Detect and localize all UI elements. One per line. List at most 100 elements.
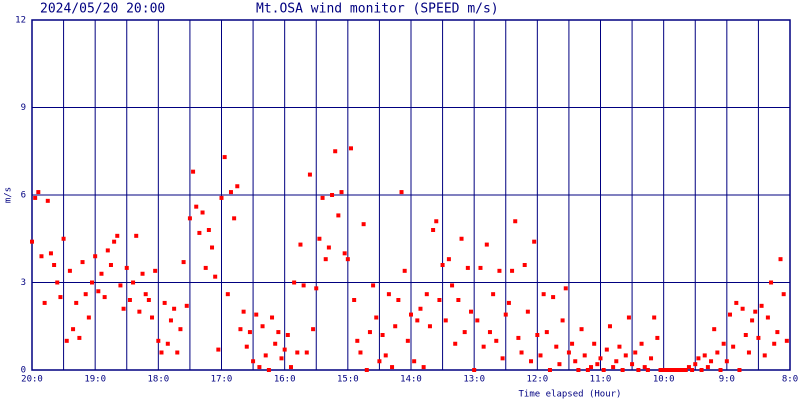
point xyxy=(712,327,717,332)
point xyxy=(737,368,742,372)
point xyxy=(77,335,82,340)
point xyxy=(781,292,786,297)
point xyxy=(611,365,616,370)
point xyxy=(705,365,710,370)
point xyxy=(481,344,486,349)
point xyxy=(677,368,682,372)
point xyxy=(683,368,688,372)
point xyxy=(418,306,423,311)
point xyxy=(472,368,477,372)
x-tick-label: 15:0 xyxy=(337,375,359,385)
point xyxy=(620,368,625,372)
plot-border xyxy=(31,19,791,371)
point xyxy=(153,268,158,273)
point xyxy=(86,315,91,320)
point xyxy=(664,368,669,372)
point xyxy=(469,309,474,314)
point xyxy=(282,347,287,352)
point xyxy=(494,338,499,343)
point xyxy=(80,260,85,265)
point xyxy=(753,309,758,314)
point xyxy=(187,216,192,221)
point xyxy=(566,350,571,355)
point xyxy=(361,222,366,227)
point xyxy=(105,248,110,253)
point xyxy=(131,280,136,285)
point xyxy=(71,327,76,332)
point xyxy=(573,359,578,364)
point xyxy=(168,318,173,323)
point xyxy=(690,368,695,372)
point xyxy=(506,300,511,305)
point xyxy=(784,338,789,343)
x-tick-label: 11:0 xyxy=(590,375,612,385)
point xyxy=(241,309,246,314)
point xyxy=(393,324,398,329)
point xyxy=(244,344,249,349)
point xyxy=(203,265,208,270)
x-tick-label: 16:0 xyxy=(274,375,296,385)
point xyxy=(273,341,278,346)
point xyxy=(121,306,126,311)
point xyxy=(592,341,597,346)
point xyxy=(326,245,331,250)
point xyxy=(219,195,224,200)
point xyxy=(667,368,672,372)
point xyxy=(358,350,363,355)
point xyxy=(734,300,739,305)
point xyxy=(500,356,505,361)
point xyxy=(115,233,120,238)
point xyxy=(48,251,53,256)
point xyxy=(263,353,268,358)
point xyxy=(434,219,439,224)
point xyxy=(778,257,783,262)
point xyxy=(124,265,129,270)
point xyxy=(270,315,275,320)
point xyxy=(579,327,584,332)
point xyxy=(614,359,619,364)
point xyxy=(112,239,117,244)
point xyxy=(623,353,628,358)
point xyxy=(140,271,145,276)
point xyxy=(421,365,426,370)
point xyxy=(718,368,723,372)
point xyxy=(450,283,455,288)
point xyxy=(228,190,233,195)
point xyxy=(541,292,546,297)
point xyxy=(52,263,57,267)
point xyxy=(709,359,714,364)
point xyxy=(743,333,748,337)
point xyxy=(405,338,410,343)
point xyxy=(535,333,540,337)
point xyxy=(336,213,341,218)
point xyxy=(554,344,559,349)
point xyxy=(339,190,344,195)
point xyxy=(459,236,464,241)
point xyxy=(99,271,104,276)
point xyxy=(525,309,530,314)
point xyxy=(108,263,113,267)
point xyxy=(102,295,107,300)
point xyxy=(146,298,151,302)
point xyxy=(645,368,650,372)
point xyxy=(415,318,420,323)
point xyxy=(557,362,562,367)
point xyxy=(532,239,537,244)
point xyxy=(216,347,221,352)
point xyxy=(437,298,442,302)
point xyxy=(402,268,407,273)
point xyxy=(547,368,552,372)
point xyxy=(636,368,641,372)
point xyxy=(93,254,98,259)
point xyxy=(487,330,492,335)
point xyxy=(134,233,139,238)
point xyxy=(83,292,88,297)
x-tick-label: 14:0 xyxy=(400,375,422,385)
point xyxy=(686,365,691,370)
point xyxy=(775,330,780,335)
point xyxy=(652,315,657,320)
point xyxy=(285,333,290,337)
point xyxy=(503,312,508,317)
